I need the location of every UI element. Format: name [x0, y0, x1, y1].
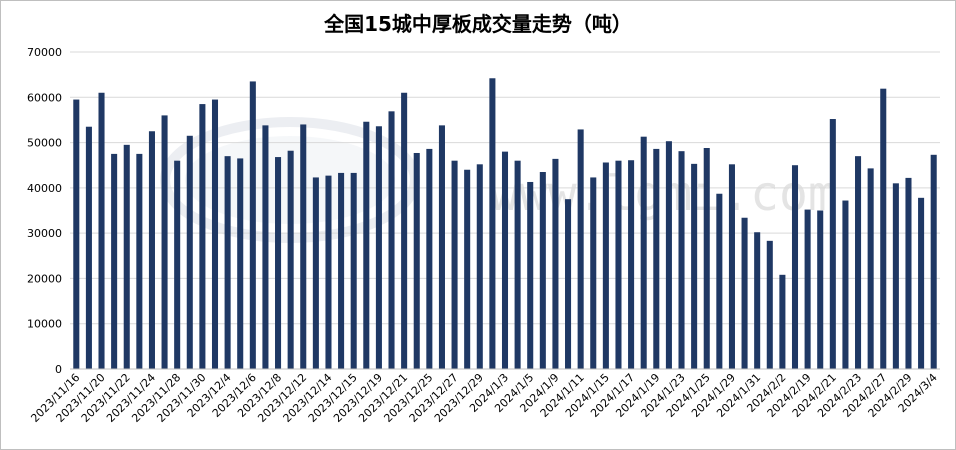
bar: [136, 153, 143, 369]
bar: [703, 148, 710, 369]
bar: [262, 125, 269, 369]
bar: [804, 209, 811, 369]
bar: [791, 165, 799, 369]
bar: [275, 157, 282, 369]
y-tick-label: 60000: [27, 91, 62, 104]
bar: [514, 160, 521, 369]
bar: [640, 136, 647, 369]
y-tick-label: 0: [55, 363, 62, 376]
bar: [111, 153, 118, 369]
bar: [186, 135, 193, 369]
bar: [464, 169, 471, 369]
bar: [527, 181, 534, 369]
bar: [199, 104, 206, 369]
bar: [85, 126, 92, 369]
bar: [817, 210, 824, 369]
bar: [338, 172, 345, 369]
bar: [300, 124, 307, 369]
bar: [577, 129, 584, 369]
bar: [905, 177, 912, 369]
bar: [350, 172, 357, 369]
bar: [691, 163, 698, 369]
bar: [426, 148, 433, 369]
bar: [489, 78, 496, 369]
bar: [615, 160, 622, 369]
watermark-text: www.lgmi.com: [490, 166, 837, 222]
bar: [565, 199, 572, 369]
y-tick-label: 20000: [27, 272, 62, 285]
bar: [211, 99, 219, 370]
bar: [665, 141, 672, 369]
bar: [552, 158, 559, 369]
bar: [628, 160, 635, 369]
bar: [653, 148, 660, 369]
bar: [451, 160, 458, 369]
bar: [918, 197, 925, 369]
bar: [287, 150, 294, 369]
bar: [829, 119, 836, 369]
bar: [590, 177, 597, 369]
bar: [930, 154, 937, 369]
y-tick-label: 30000: [27, 227, 62, 240]
bar: [892, 183, 899, 369]
bar: [779, 274, 786, 369]
bar: [867, 168, 874, 369]
y-tick-label: 70000: [27, 46, 62, 59]
bar: [842, 200, 849, 369]
bar: [501, 151, 509, 369]
y-tick-label: 40000: [27, 182, 62, 195]
bars-series: [73, 78, 937, 370]
bar: [438, 125, 445, 369]
bar: [249, 81, 256, 369]
bar: [401, 92, 408, 369]
bar: [375, 126, 382, 369]
y-axis-ticks: 0 10000 20000 30000 40000 50000 60000 70000: [27, 46, 62, 376]
bar: [237, 158, 244, 369]
bar: [148, 131, 155, 369]
bar: [123, 144, 130, 369]
bar: [476, 164, 483, 369]
bar: [388, 111, 395, 370]
bar: [766, 240, 773, 369]
bar: [98, 92, 105, 369]
bar: [174, 160, 181, 369]
bar: [678, 151, 685, 369]
bar: [73, 99, 80, 370]
bar: [325, 175, 332, 369]
bar: [754, 232, 761, 369]
chart-title: 全国15城中厚板成交量走势（吨）: [324, 12, 632, 36]
bar: [363, 121, 370, 370]
bar: [855, 156, 862, 369]
bar: [161, 115, 168, 370]
bar: [539, 172, 546, 369]
y-tick-label: 10000: [27, 318, 62, 331]
bar: [413, 152, 420, 369]
bar: [880, 88, 887, 369]
y-tick-label: 50000: [27, 137, 62, 150]
bar: [312, 177, 319, 369]
x-axis-ticks: 2023/11/162023/11/202023/11/222023/11/24…: [28, 371, 939, 425]
bar: [224, 156, 231, 369]
bar: [728, 164, 735, 369]
bar: [716, 193, 723, 369]
bar: [741, 217, 748, 369]
bar: [602, 162, 609, 369]
